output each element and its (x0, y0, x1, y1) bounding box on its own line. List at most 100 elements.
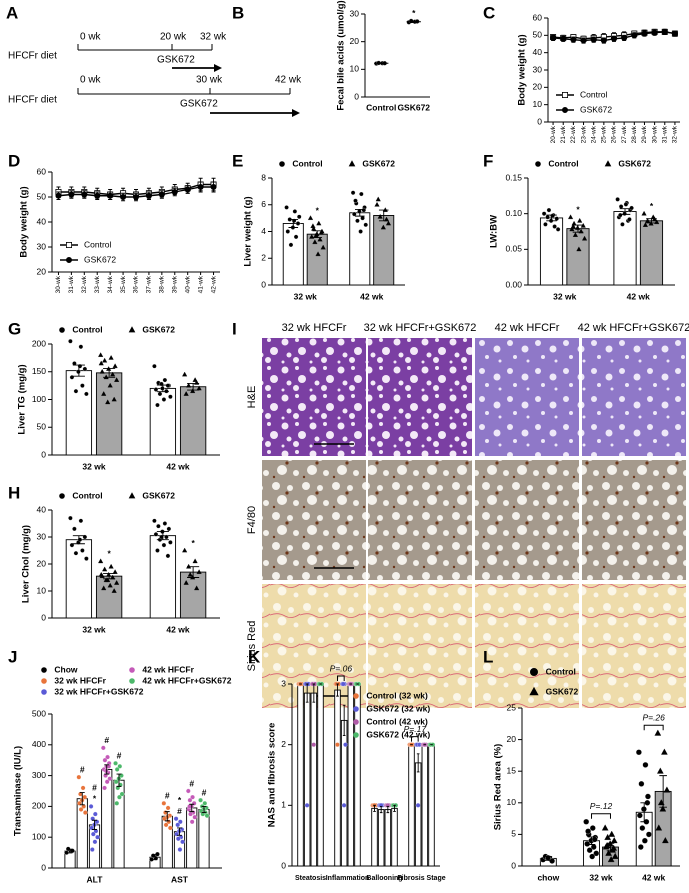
data-point (292, 209, 298, 214)
legend-marker (66, 241, 73, 248)
y-tick-label: 1 (281, 800, 286, 810)
error-bar (116, 773, 122, 787)
data-point (112, 363, 118, 369)
panel-letter: C (483, 3, 495, 22)
data-point (111, 396, 117, 402)
x-tick-label: 41-wk (197, 275, 204, 293)
legend-marker (41, 689, 47, 695)
data-point (316, 220, 322, 226)
x-tick-label: 39-wk (171, 275, 178, 293)
data-point (623, 202, 629, 207)
y-axis-label: Liver weight (g) (243, 196, 254, 266)
legend-marker (128, 326, 136, 333)
significance: # (165, 791, 170, 801)
data-point (73, 550, 79, 556)
legend-label: Control (42 wk) (366, 716, 428, 726)
y-tick-label: 0 (511, 860, 516, 870)
bar (377, 809, 385, 867)
data-point (162, 377, 168, 383)
legend-label: 42 wk HFCFr+GSK672 (142, 675, 231, 685)
bar (310, 692, 318, 867)
data-point (72, 526, 77, 532)
data-point (608, 830, 616, 837)
row-label: Sirius Red (246, 621, 258, 672)
time-label: 30 wk (196, 75, 223, 86)
y-tick-label: 30 (350, 8, 360, 18)
y-tick-label: 30 (533, 64, 543, 74)
y-tick-label: 20 (37, 558, 47, 568)
data-point (110, 371, 116, 377)
y-tick-label: 30 (37, 241, 47, 251)
arrow-head (214, 64, 222, 72)
data-point (76, 369, 81, 374)
x-tick-label: ALT (87, 874, 104, 884)
data-point (111, 588, 117, 593)
panel-letter: F (483, 151, 493, 170)
x-tick-label: Steatosis (295, 875, 326, 882)
data-point (98, 558, 104, 564)
legend-label: Control (580, 89, 608, 99)
time-label: 0 wk (80, 32, 102, 43)
data-point (168, 540, 173, 545)
data-point (167, 825, 173, 831)
legend-marker (535, 161, 541, 167)
y-tick-label: 25 (507, 702, 517, 712)
data-point (607, 856, 615, 863)
panel-letter: L (483, 647, 493, 666)
y-tick-label: 0.15 (505, 172, 522, 182)
significance: # (189, 778, 194, 788)
legend-label: GSK672 (42 wk) (366, 729, 430, 739)
significance: * (93, 794, 97, 804)
significance: # (177, 806, 182, 816)
panel-letter: A (6, 3, 18, 22)
x-tick-label: 28-wk (631, 125, 638, 143)
bar (408, 744, 415, 867)
significance: * (650, 201, 654, 211)
legend-marker (279, 161, 285, 167)
error-bar (379, 806, 383, 814)
x-tick-label: 32 wk (82, 624, 105, 634)
legend-marker (348, 160, 356, 167)
y-tick-label: 500 (32, 708, 46, 718)
micrograph (368, 460, 472, 580)
error-bar (72, 364, 85, 377)
x-tick-label: 20-wk (550, 125, 557, 143)
p-value: P=.12 (590, 801, 613, 811)
error-bar (177, 827, 182, 836)
x-tick-label: 33-wk (94, 275, 101, 293)
data-point (99, 368, 105, 374)
error-bar (72, 535, 85, 545)
data-point (105, 577, 111, 583)
time-label: 0 wk (80, 75, 102, 86)
x-tick-label: Control (366, 102, 396, 112)
p-value: P=.26 (642, 713, 665, 723)
legend-label: GSK672 (142, 490, 175, 500)
data-point (120, 193, 127, 200)
data-point (554, 216, 560, 221)
data-point (152, 518, 157, 524)
bar (414, 762, 422, 867)
micrograph (582, 338, 686, 456)
error-bar (103, 573, 116, 580)
y-axis-label: LW:BW (489, 215, 500, 248)
data-point (175, 822, 181, 828)
legend-label: Control (292, 158, 322, 168)
data-point (152, 363, 157, 369)
panel-letter: B (232, 3, 244, 22)
significance: * (412, 8, 416, 18)
data-point (552, 224, 557, 229)
data-point (119, 791, 125, 797)
y-tick-label: 15 (507, 765, 517, 775)
data-point (183, 391, 189, 396)
data-point (78, 518, 84, 524)
data-point (187, 571, 193, 577)
data-point (160, 386, 165, 391)
data-point (589, 853, 596, 860)
data-point (662, 837, 669, 844)
error-bar (640, 802, 648, 823)
y-tick-label: 20 (533, 82, 543, 92)
data-point (570, 223, 576, 229)
data-point (84, 391, 89, 397)
x-tick-label: 32-wk (81, 275, 88, 293)
y-tick-label: 3 (281, 678, 286, 688)
